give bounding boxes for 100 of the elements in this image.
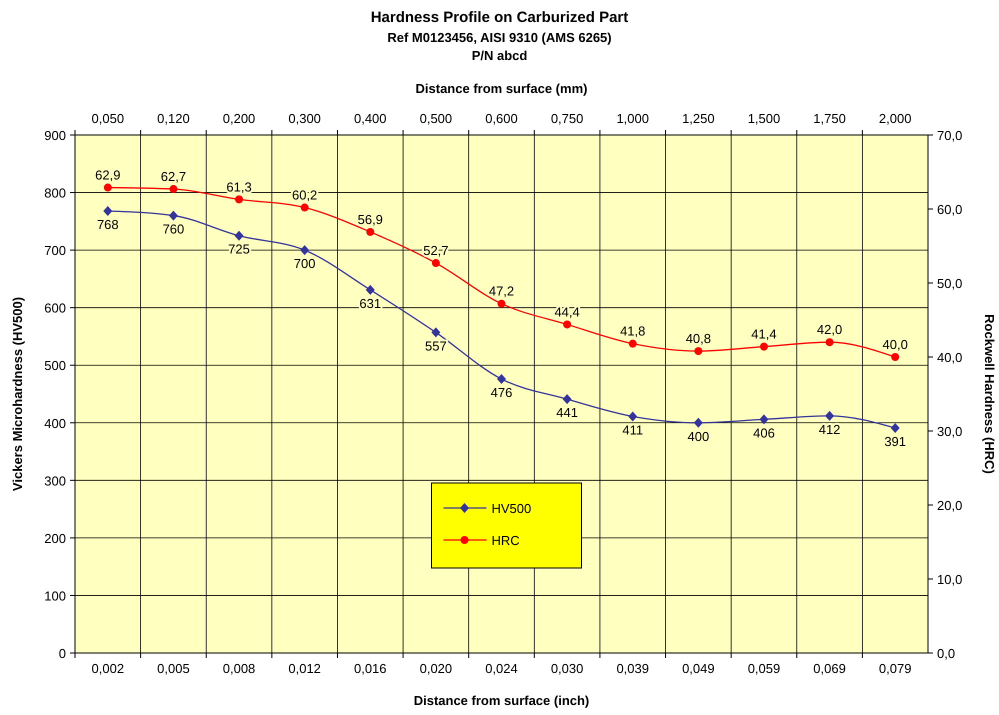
y-tick-label: 100 bbox=[44, 588, 66, 604]
y-tick-label: 800 bbox=[44, 186, 66, 201]
x2-axis-title: Distance from surface (mm) bbox=[416, 81, 588, 96]
y-axis-title: Vickers Microhardness (HV500) bbox=[10, 296, 25, 492]
point bbox=[234, 230, 244, 241]
x-tick-label: 0,069 bbox=[813, 661, 846, 676]
y-tick-label: 300 bbox=[44, 473, 66, 488]
data-label: 42,0 bbox=[816, 322, 842, 338]
legend-label: HV500 bbox=[492, 501, 532, 516]
point bbox=[168, 210, 178, 221]
y-tick-label: 500 bbox=[44, 358, 66, 374]
x-tick-label: 0,020 bbox=[420, 661, 452, 676]
y2-tick-label: 50,0 bbox=[937, 276, 962, 291]
point bbox=[694, 347, 702, 356]
text: 1,000 bbox=[616, 111, 650, 126]
point bbox=[825, 410, 834, 421]
x-tick-label: 0,079 bbox=[878, 661, 912, 676]
point bbox=[890, 422, 900, 433]
legend-label: HRC bbox=[492, 533, 520, 548]
text: 0,750 bbox=[550, 111, 584, 126]
point bbox=[300, 204, 309, 212]
x-tick-label: 0,012 bbox=[288, 661, 321, 676]
data-label: 768 bbox=[96, 216, 119, 232]
data-label: 557 bbox=[425, 338, 447, 354]
point bbox=[759, 414, 768, 424]
point bbox=[431, 327, 440, 338]
data-label: 47,2 bbox=[488, 284, 514, 299]
point bbox=[366, 228, 374, 236]
point bbox=[497, 374, 506, 384]
y-tick-label: 600 bbox=[44, 300, 66, 316]
x-axis-title: Distance from surface (inch) bbox=[414, 693, 590, 708]
x-tick-label: 0,005 bbox=[157, 661, 190, 676]
text: 0,400 bbox=[354, 111, 387, 126]
point bbox=[300, 245, 310, 256]
y2-tick-label: 10,0 bbox=[937, 572, 962, 587]
point bbox=[235, 195, 244, 204]
data-label: 61,3 bbox=[226, 179, 252, 194]
x-tick-label: 0,059 bbox=[748, 661, 780, 676]
point bbox=[760, 342, 768, 351]
point bbox=[103, 206, 112, 216]
data-label: 760 bbox=[162, 222, 184, 237]
data-label: 476 bbox=[490, 385, 512, 400]
point bbox=[169, 185, 178, 194]
data-label: 406 bbox=[753, 425, 775, 440]
x-tick-label: 0,024 bbox=[485, 661, 518, 676]
y2-tick-label: 0,0 bbox=[937, 646, 956, 661]
text: 0,200 bbox=[222, 111, 256, 126]
data-label: 41,8 bbox=[620, 324, 646, 339]
data-label: 441 bbox=[556, 405, 578, 420]
y-tick-label: 0 bbox=[58, 646, 66, 661]
data-label: 700 bbox=[294, 256, 316, 272]
point bbox=[628, 340, 637, 348]
chart-title: Hardness Profile on Carburized Part bbox=[370, 9, 628, 26]
y-tick-label: 400 bbox=[44, 416, 66, 431]
point bbox=[891, 353, 900, 361]
data-label: 62,7 bbox=[160, 169, 186, 184]
text: 0,300 bbox=[288, 111, 321, 126]
data-label: 391 bbox=[884, 434, 906, 449]
text: 0,500 bbox=[420, 111, 452, 126]
x-tick-label: 0,030 bbox=[550, 661, 584, 676]
text: 1,500 bbox=[748, 111, 780, 126]
point bbox=[694, 418, 703, 428]
text: 0,050 bbox=[92, 111, 124, 126]
text: 0,600 bbox=[485, 111, 518, 126]
data-label: 40,8 bbox=[686, 331, 711, 346]
x-tick-label: 0,008 bbox=[222, 661, 256, 676]
point bbox=[366, 284, 375, 295]
text: 1,750 bbox=[813, 111, 846, 126]
point bbox=[628, 411, 638, 422]
y-tick-label: 900 bbox=[44, 128, 66, 143]
y2-tick-label: 60,0 bbox=[937, 202, 962, 217]
y2-tick-label: 40,0 bbox=[937, 350, 962, 365]
text: 1,250 bbox=[682, 111, 715, 126]
point bbox=[826, 338, 834, 346]
point bbox=[104, 184, 112, 192]
x-tick-label: 0,039 bbox=[616, 661, 650, 676]
y-tick-label: 200 bbox=[44, 530, 66, 546]
point bbox=[432, 259, 440, 268]
data-label: 411 bbox=[622, 422, 644, 438]
x-tick-label: 0,049 bbox=[682, 661, 715, 676]
y2-tick-label: 70,0 bbox=[937, 128, 962, 143]
data-label: 62,9 bbox=[95, 168, 120, 183]
text: 2,000 bbox=[878, 111, 912, 126]
y-tick-label: 700 bbox=[44, 243, 66, 258]
point bbox=[498, 300, 506, 308]
y2-tick-label: 20,0 bbox=[937, 498, 962, 513]
point bbox=[562, 394, 572, 404]
data-label: 40,0 bbox=[882, 337, 908, 352]
data-label: 56,9 bbox=[358, 212, 383, 227]
text: 0,120 bbox=[157, 111, 190, 126]
x-tick-label: 0,002 bbox=[92, 661, 124, 676]
point bbox=[563, 320, 572, 328]
y2-tick-label: 30,0 bbox=[937, 424, 962, 439]
chart-subtitle: Ref M0123456, AISI 9310 (AMS 6265) P/N abcd bbox=[387, 30, 612, 63]
x-tick-label: 0,016 bbox=[354, 661, 387, 676]
data-label: 41,4 bbox=[751, 326, 777, 342]
data-label: 400 bbox=[687, 428, 710, 444]
data-label: 412 bbox=[818, 422, 840, 437]
data-label: 44,4 bbox=[554, 304, 580, 320]
y2-axis-title: Rockwell Hardness (HRC) bbox=[982, 314, 997, 474]
